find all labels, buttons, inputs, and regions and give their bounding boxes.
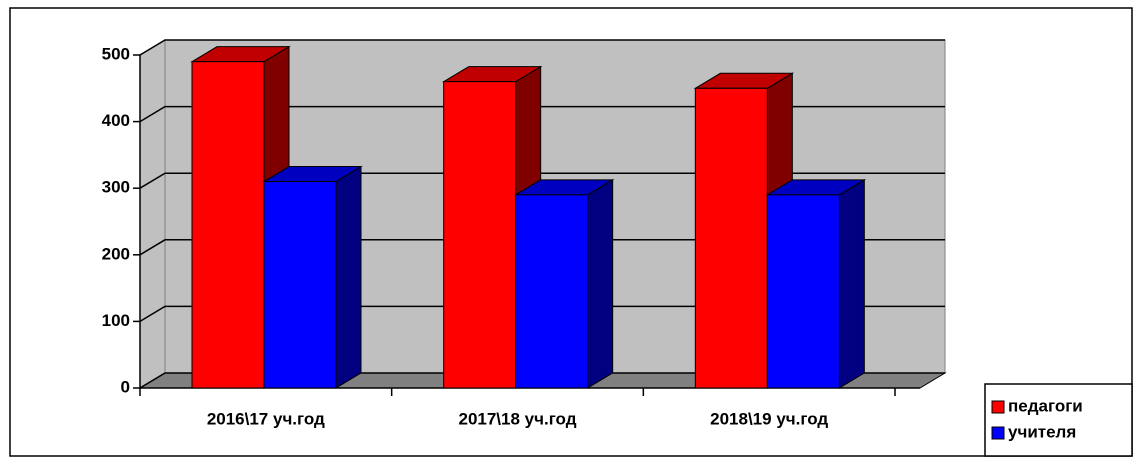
bar	[262, 165, 363, 389]
x-tick-label: 2017\18 уч.год	[458, 409, 576, 428]
y-tick-label: 300	[102, 178, 130, 197]
bar-side	[587, 178, 614, 389]
bar-front	[515, 194, 589, 389]
legend-swatch	[991, 400, 1005, 414]
y-tick-label: 100	[102, 311, 130, 330]
side-wall	[139, 39, 166, 389]
bar-front	[766, 194, 840, 389]
grid-line	[139, 239, 945, 256]
grid-line	[139, 305, 945, 323]
legend-box	[984, 383, 1133, 457]
bar-side	[838, 178, 865, 389]
y-tick-label: 0	[121, 377, 130, 396]
bar-front	[443, 81, 517, 389]
bar-side	[335, 165, 362, 389]
x-tick-label: 2018\19 уч.год	[710, 409, 828, 428]
y-tick-label: 200	[102, 244, 130, 263]
grid-line	[139, 39, 945, 56]
legend-label: педагоги	[1008, 396, 1083, 415]
bar	[513, 178, 615, 389]
grid-line	[139, 105, 945, 123]
y-tick-label: 400	[102, 111, 130, 130]
bar-front	[694, 87, 768, 389]
bar	[765, 178, 867, 389]
grid-line	[139, 172, 945, 189]
legend-label: учителя	[1008, 422, 1076, 441]
x-tick-label: 2016\17 уч.год	[207, 409, 325, 428]
bar-front	[263, 181, 337, 389]
legend-swatch	[991, 426, 1005, 440]
y-tick-label: 500	[102, 44, 130, 63]
legend: педагоги учителя	[984, 383, 1133, 457]
bar-front	[191, 61, 265, 389]
grid-line	[139, 372, 945, 389]
